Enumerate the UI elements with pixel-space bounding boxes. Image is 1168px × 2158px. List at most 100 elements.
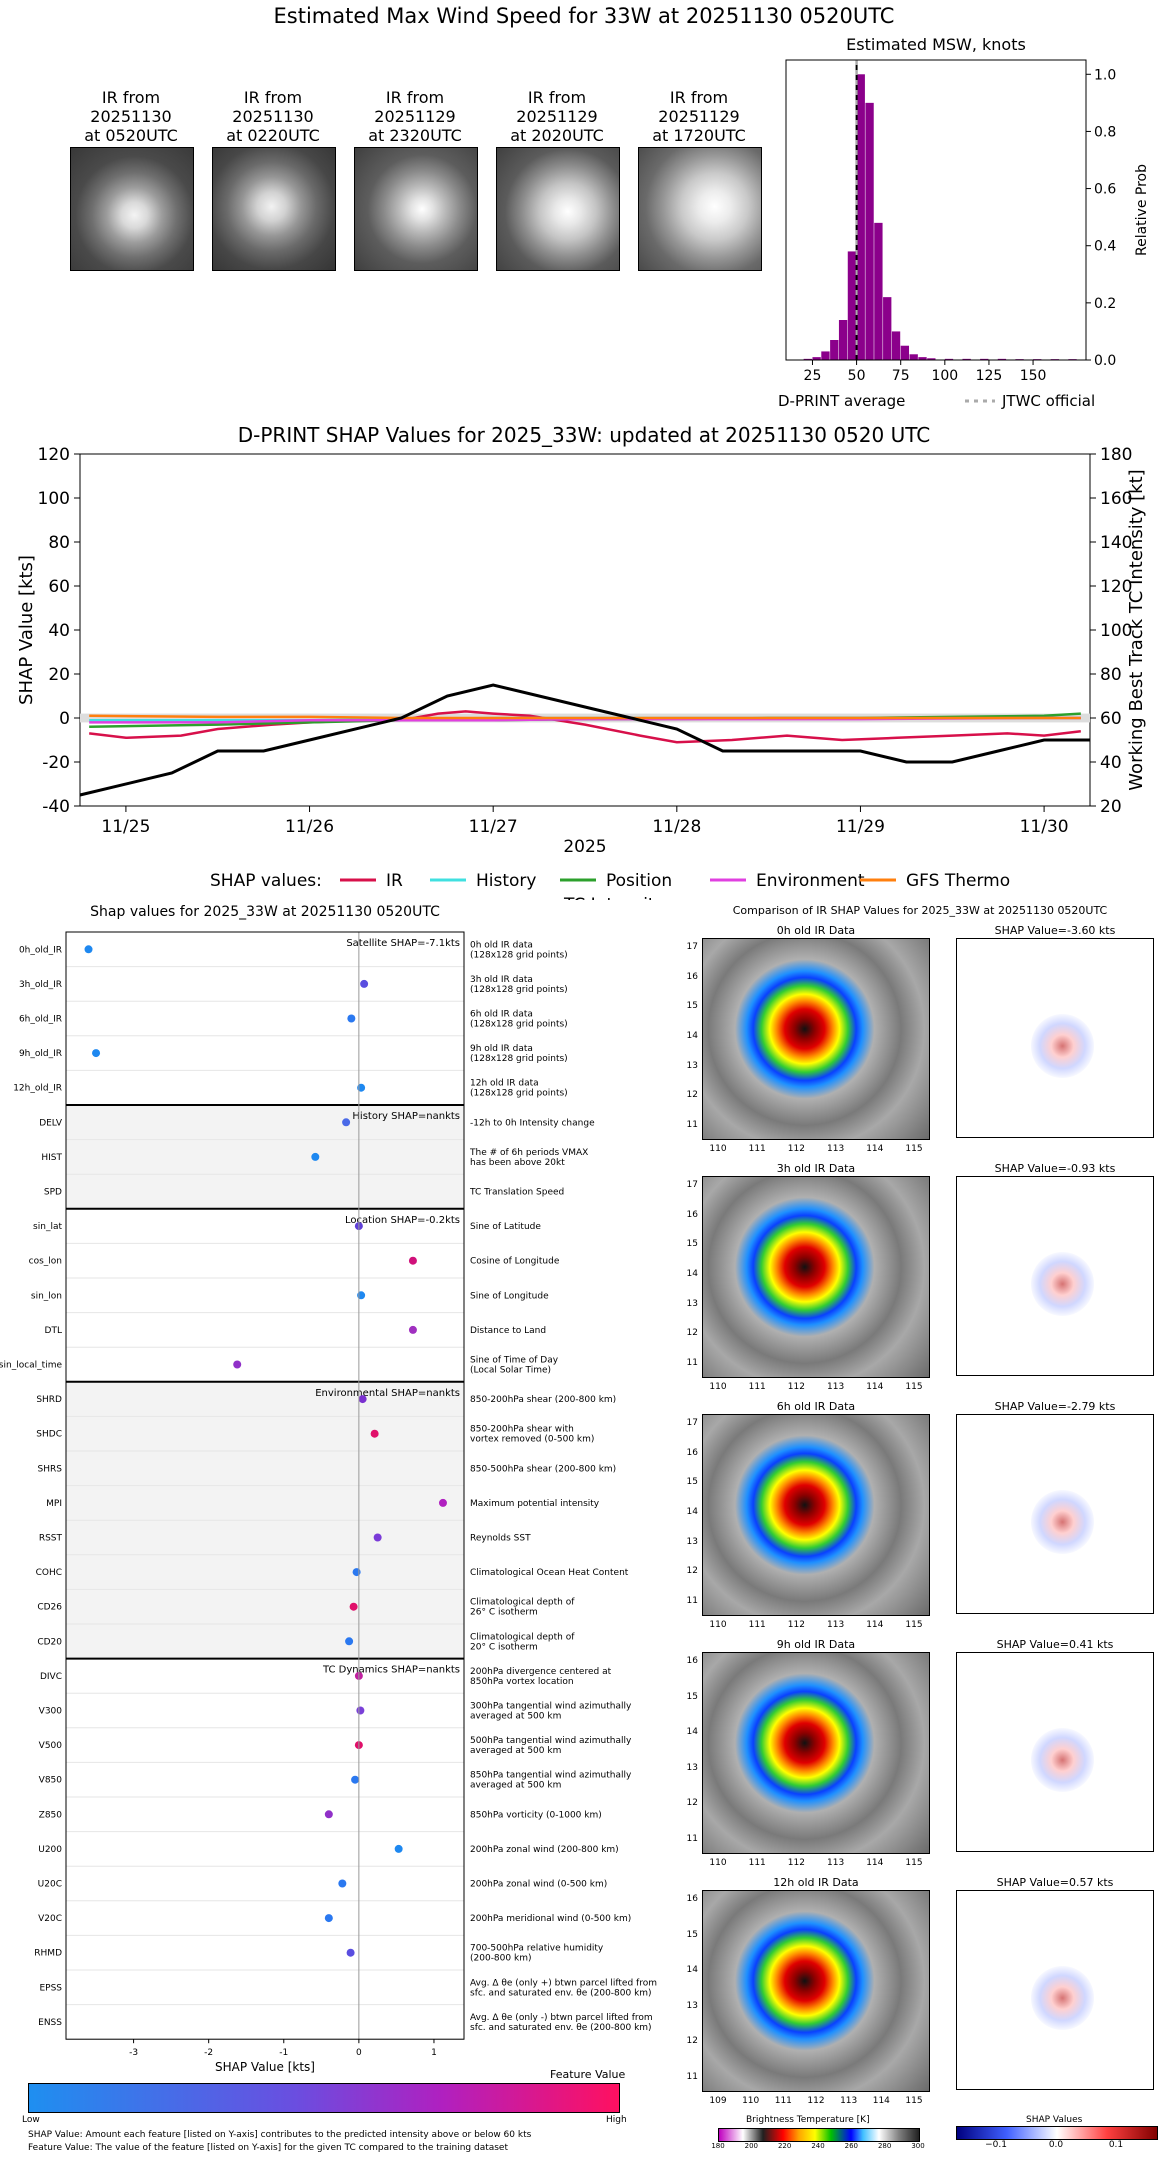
feature-shap-chart: Shap values for 2025_33W at 20251130 052… — [0, 904, 657, 2074]
x-tick-label: 11/25 — [101, 817, 150, 837]
ir-y-tick-label: 12 — [686, 2036, 698, 2047]
feature-description: 850-200hPa shear (200-800 km) — [470, 1395, 616, 1405]
y-tick-label: -40 — [42, 797, 70, 817]
y-tick-label: 0.8 — [1094, 124, 1116, 140]
ir-y-tick-label: 16 — [686, 1209, 698, 1220]
ir-y-tick-label: 11 — [686, 1596, 698, 1606]
footnote-shap: SHAP Value: Amount each feature [listed … — [28, 2130, 532, 2140]
feature-description: vortex removed (0-500 km) — [470, 1435, 594, 1445]
feature-description: 200hPa zonal wind (0-500 km) — [470, 1880, 607, 1890]
feature-shap-point — [408, 1325, 417, 1334]
shap-map-blob — [1031, 1252, 1095, 1316]
feature-name: CD26 — [37, 1603, 62, 1613]
x-tick-label: 100 — [931, 368, 958, 384]
histogram-bar — [821, 351, 830, 360]
ir-panel-title: 3h old IR Data — [776, 1162, 856, 1175]
feature-chart-frame — [65, 931, 465, 2040]
ir-x-tick-label: 112 — [807, 2096, 825, 2106]
shap-colorbar-tick: −0.1 — [985, 2140, 1007, 2150]
histogram-ylabel: Relative Prob — [1134, 164, 1150, 256]
feature-name: DIVC — [40, 1672, 62, 1682]
feature-shap-point — [338, 1879, 347, 1888]
feature-description: 200hPa zonal wind (200-800 km) — [470, 1845, 619, 1855]
histogram-bar — [812, 357, 821, 360]
ir-map-image — [702, 938, 930, 1140]
y-tick-label: 0 — [59, 709, 70, 729]
ir-x-tick-label: 111 — [774, 2096, 792, 2106]
ir-thumbnail-image — [212, 147, 336, 271]
feature-description: The # of 6h periods VMAX — [469, 1148, 588, 1158]
bt-colorbar-tick: 300 — [911, 2142, 925, 2150]
ir-y-tick-label: 14 — [686, 1269, 698, 1279]
x-tick-label: 11/28 — [652, 817, 701, 837]
y-tick-label: 0.2 — [1094, 296, 1116, 312]
ir-x-tick-label: 112 — [787, 1620, 805, 1630]
y2-tick-label: 80 — [1100, 665, 1122, 685]
histogram-title: Estimated MSW, knots — [846, 35, 1026, 54]
feature-name: DTL — [45, 1326, 62, 1336]
y-tick-label: 80 — [48, 533, 70, 553]
legend-title: SHAP values: — [210, 871, 322, 891]
feature-name: V850 — [39, 1776, 63, 1786]
feature-description: Sine of Latitude — [470, 1222, 541, 1232]
x-tick-label: -2 — [204, 2048, 213, 2058]
feature-shap-point — [342, 1118, 351, 1127]
ir-y-tick-label: 17 — [686, 942, 698, 952]
shap-colorbar-tick: 0.0 — [1048, 2140, 1064, 2150]
feature-name: ENSS — [38, 2018, 62, 2028]
feature-name: COHC — [36, 1568, 62, 1578]
shap-map-blob — [1031, 1966, 1095, 2030]
feature-name: SPD — [44, 1188, 62, 1198]
timeseries-ylabel: SHAP Value [kts] — [16, 555, 37, 705]
shap-map-blob — [1031, 1014, 1095, 1078]
histogram-bar — [918, 357, 927, 360]
feature-description: (200-800 km) — [470, 1954, 531, 1964]
y2-tick-label: 160 — [1100, 489, 1132, 509]
feature-description: averaged at 500 km — [470, 1746, 561, 1756]
ir-x-tick-label: 114 — [866, 1144, 884, 1154]
feature-description: 200hPa meridional wind (0-500 km) — [470, 1914, 631, 1924]
bt-colorbar-tick: 280 — [877, 2142, 892, 2150]
feature-shap-point — [324, 1914, 333, 1923]
ir-y-tick-label: 13 — [686, 1298, 698, 1309]
shap-panel-title: SHAP Value=-3.60 kts — [994, 924, 1116, 937]
ir-y-tick-label: 11 — [686, 1358, 698, 1368]
x-tick-label: 11/27 — [469, 817, 518, 837]
x-tick-label: 50 — [848, 368, 866, 384]
feature-description: Avg. Δ θe (only -) btwn parcel lifted fr… — [470, 2013, 653, 2023]
y2-tick-label: 120 — [1100, 577, 1132, 597]
feature-name: 0h_old_IR — [19, 945, 62, 955]
feature-name: cos_lon — [29, 1257, 62, 1267]
feature-description: averaged at 500 km — [470, 1712, 561, 1722]
feature-name: U200 — [38, 1845, 62, 1855]
feature-shap-point — [373, 1533, 382, 1542]
feature-name: RHMD — [34, 1949, 62, 1959]
feature-description: Cosine of Longitude — [470, 1257, 560, 1267]
ir-x-tick-label: 110 — [742, 2096, 760, 2106]
y-tick-label: 100 — [38, 489, 70, 509]
shap-map-image — [956, 1652, 1154, 1852]
feature-description: 0h old IR data — [470, 940, 533, 950]
ir-y-tick-label: 15 — [686, 1001, 698, 1012]
y-tick-label: 0.0 — [1094, 353, 1116, 369]
bt-colorbar-tick: 260 — [844, 2142, 859, 2150]
ir-x-tick-label: 113 — [827, 1382, 845, 1392]
ir-x-tick-label: 113 — [827, 1144, 845, 1154]
histogram-bar — [997, 358, 1007, 360]
ir-thumbnail-image — [496, 147, 620, 271]
x-tick-label: 1 — [431, 2048, 437, 2058]
feature-value-colorbar — [28, 2083, 620, 2113]
y-tick-label: 1.0 — [1094, 67, 1116, 83]
ir-x-tick-label: 112 — [787, 1382, 805, 1392]
bt-colorbar-tick: 180 — [711, 2142, 725, 2150]
histogram-bar — [900, 345, 910, 360]
ir-y-tick-label: 14 — [686, 1507, 698, 1517]
feature-description: 12h old IR data — [470, 1079, 539, 1089]
feature-description: 6h old IR data — [470, 1010, 533, 1020]
y-tick-label: 0.6 — [1094, 182, 1116, 198]
x-tick-label: 11/30 — [1020, 817, 1069, 837]
ir-x-tick-label: 111 — [748, 1144, 766, 1154]
shap-panel-title: SHAP Value=0.57 kts — [996, 1876, 1114, 1889]
feature-name: DELV — [39, 1118, 63, 1128]
feature-name: SHRD — [36, 1395, 62, 1405]
